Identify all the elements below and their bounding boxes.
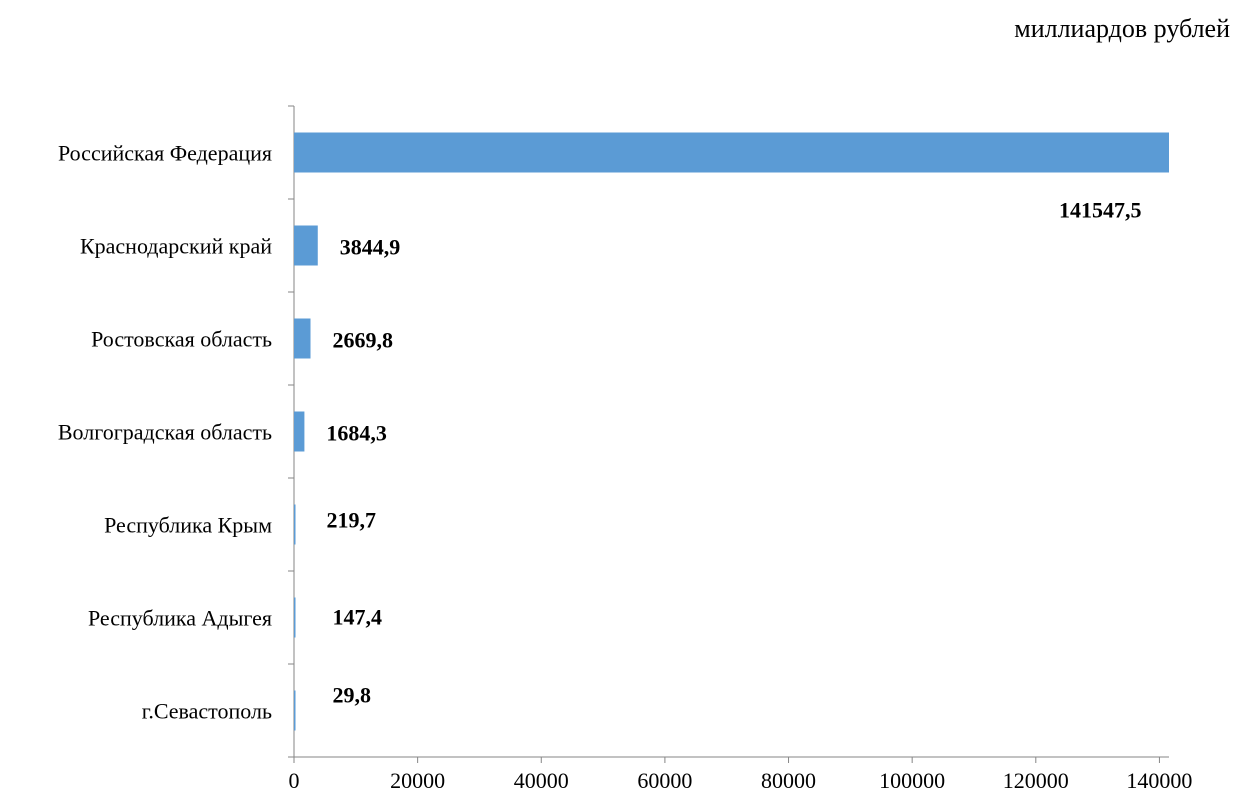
bar (294, 132, 1169, 173)
value-label: 29,8 (333, 683, 372, 708)
x-tick-label: 60000 (637, 768, 692, 793)
bar (294, 225, 318, 266)
bar (294, 504, 296, 545)
x-tick-label: 40000 (514, 768, 569, 793)
x-tick-label: 140000 (1126, 768, 1192, 793)
category-label: Республика Адыгея (88, 606, 272, 631)
x-tick-label: 20000 (390, 768, 445, 793)
x-tick-label: 0 (289, 768, 300, 793)
category-labels: Российская Федерация Краснодарский край Ро… (58, 141, 272, 724)
bar (294, 690, 296, 731)
value-label: 2669,8 (333, 328, 394, 353)
category-label: Краснодарский край (80, 234, 272, 259)
x-tick-label: 80000 (761, 768, 816, 793)
value-label: 1684,3 (326, 421, 387, 446)
category-label: Ростовская область (91, 327, 272, 352)
value-labels: 141547,5 3844,9 2669,8 1684,3 219,7 147,4 29,8 (326, 198, 1141, 708)
axes (288, 105, 1169, 763)
bar (294, 597, 296, 638)
category-label: Российская Федерация (58, 141, 272, 166)
value-label: 219,7 (327, 508, 377, 533)
category-label: Республика Крым (104, 513, 272, 538)
category-label: Волгоградская область (58, 420, 272, 445)
bar (294, 411, 305, 452)
value-label: 147,4 (333, 605, 383, 630)
category-label: г.Севастополь (142, 699, 272, 724)
value-label: 3844,9 (340, 235, 401, 260)
x-tick-label: 100000 (879, 768, 945, 793)
bar (294, 318, 311, 359)
x-tick-label: 120000 (1003, 768, 1069, 793)
tick-labels: 0 20000 40000 60000 80000 100000 120000 140000 (289, 768, 1193, 793)
unit-label: миллиардов рублей (1014, 14, 1230, 43)
bars (294, 132, 1169, 731)
value-label: 141547,5 (1059, 198, 1142, 223)
